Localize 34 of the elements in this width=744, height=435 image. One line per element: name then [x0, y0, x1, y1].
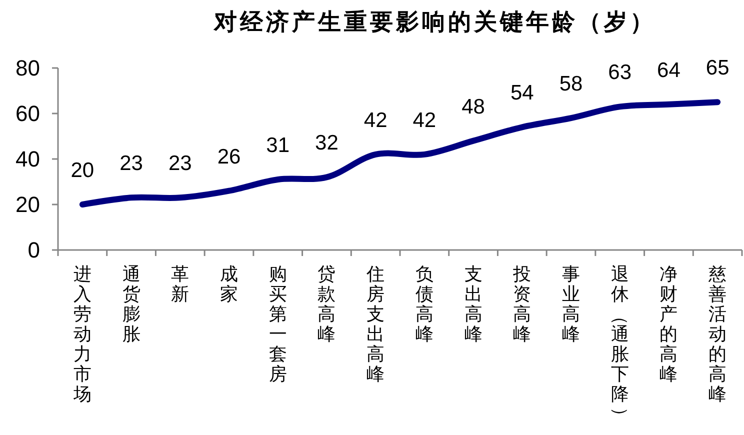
chart-title: 对经济产生重要影响的关键年龄（岁）	[213, 8, 656, 36]
x-tick-label: 革新	[171, 264, 190, 305]
data-label: 26	[217, 145, 241, 168]
data-label: 65	[706, 56, 730, 80]
data-label: 32	[315, 132, 338, 155]
data-label: 58	[559, 72, 583, 96]
data-label: 64	[657, 58, 681, 82]
x-tick-label: 贷款高峰	[318, 264, 336, 345]
data-label: 42	[364, 108, 388, 132]
y-tick-label: 80	[16, 56, 40, 80]
x-tick-label: 负债高峰	[415, 264, 434, 345]
x-tick-label: 净财产的高峰	[660, 264, 678, 385]
data-label: 48	[462, 95, 485, 118]
x-tick-label: 进入劳动力市场	[72, 264, 92, 405]
x-tick-label: 退休（通胀下降）	[609, 264, 630, 426]
y-tick-label: 60	[16, 101, 40, 126]
data-label: 20	[70, 159, 94, 182]
x-tick-label: 慈善活动的高峰	[708, 264, 727, 405]
data-label: 23	[168, 152, 192, 176]
x-tick-label: 支出高峰	[464, 264, 482, 345]
data-label: 63	[608, 61, 632, 84]
x-tick-label: 事业高峰	[562, 264, 580, 345]
data-label: 54	[510, 82, 534, 105]
y-tick-label: 40	[16, 146, 40, 172]
y-tick-label: 0	[28, 238, 40, 262]
x-tick-label: 成家	[220, 264, 238, 305]
data-label: 31	[266, 134, 290, 157]
y-tick-label: 20	[16, 192, 40, 217]
x-tick-label: 投资高峰	[512, 264, 532, 345]
data-label: 23	[120, 152, 143, 176]
x-tick-label: 通货膨胀	[122, 264, 140, 345]
x-tick-label: 住房支出高峰	[366, 264, 385, 385]
x-tick-label: 购买第一套房	[268, 264, 287, 385]
data-label: 42	[412, 108, 436, 132]
